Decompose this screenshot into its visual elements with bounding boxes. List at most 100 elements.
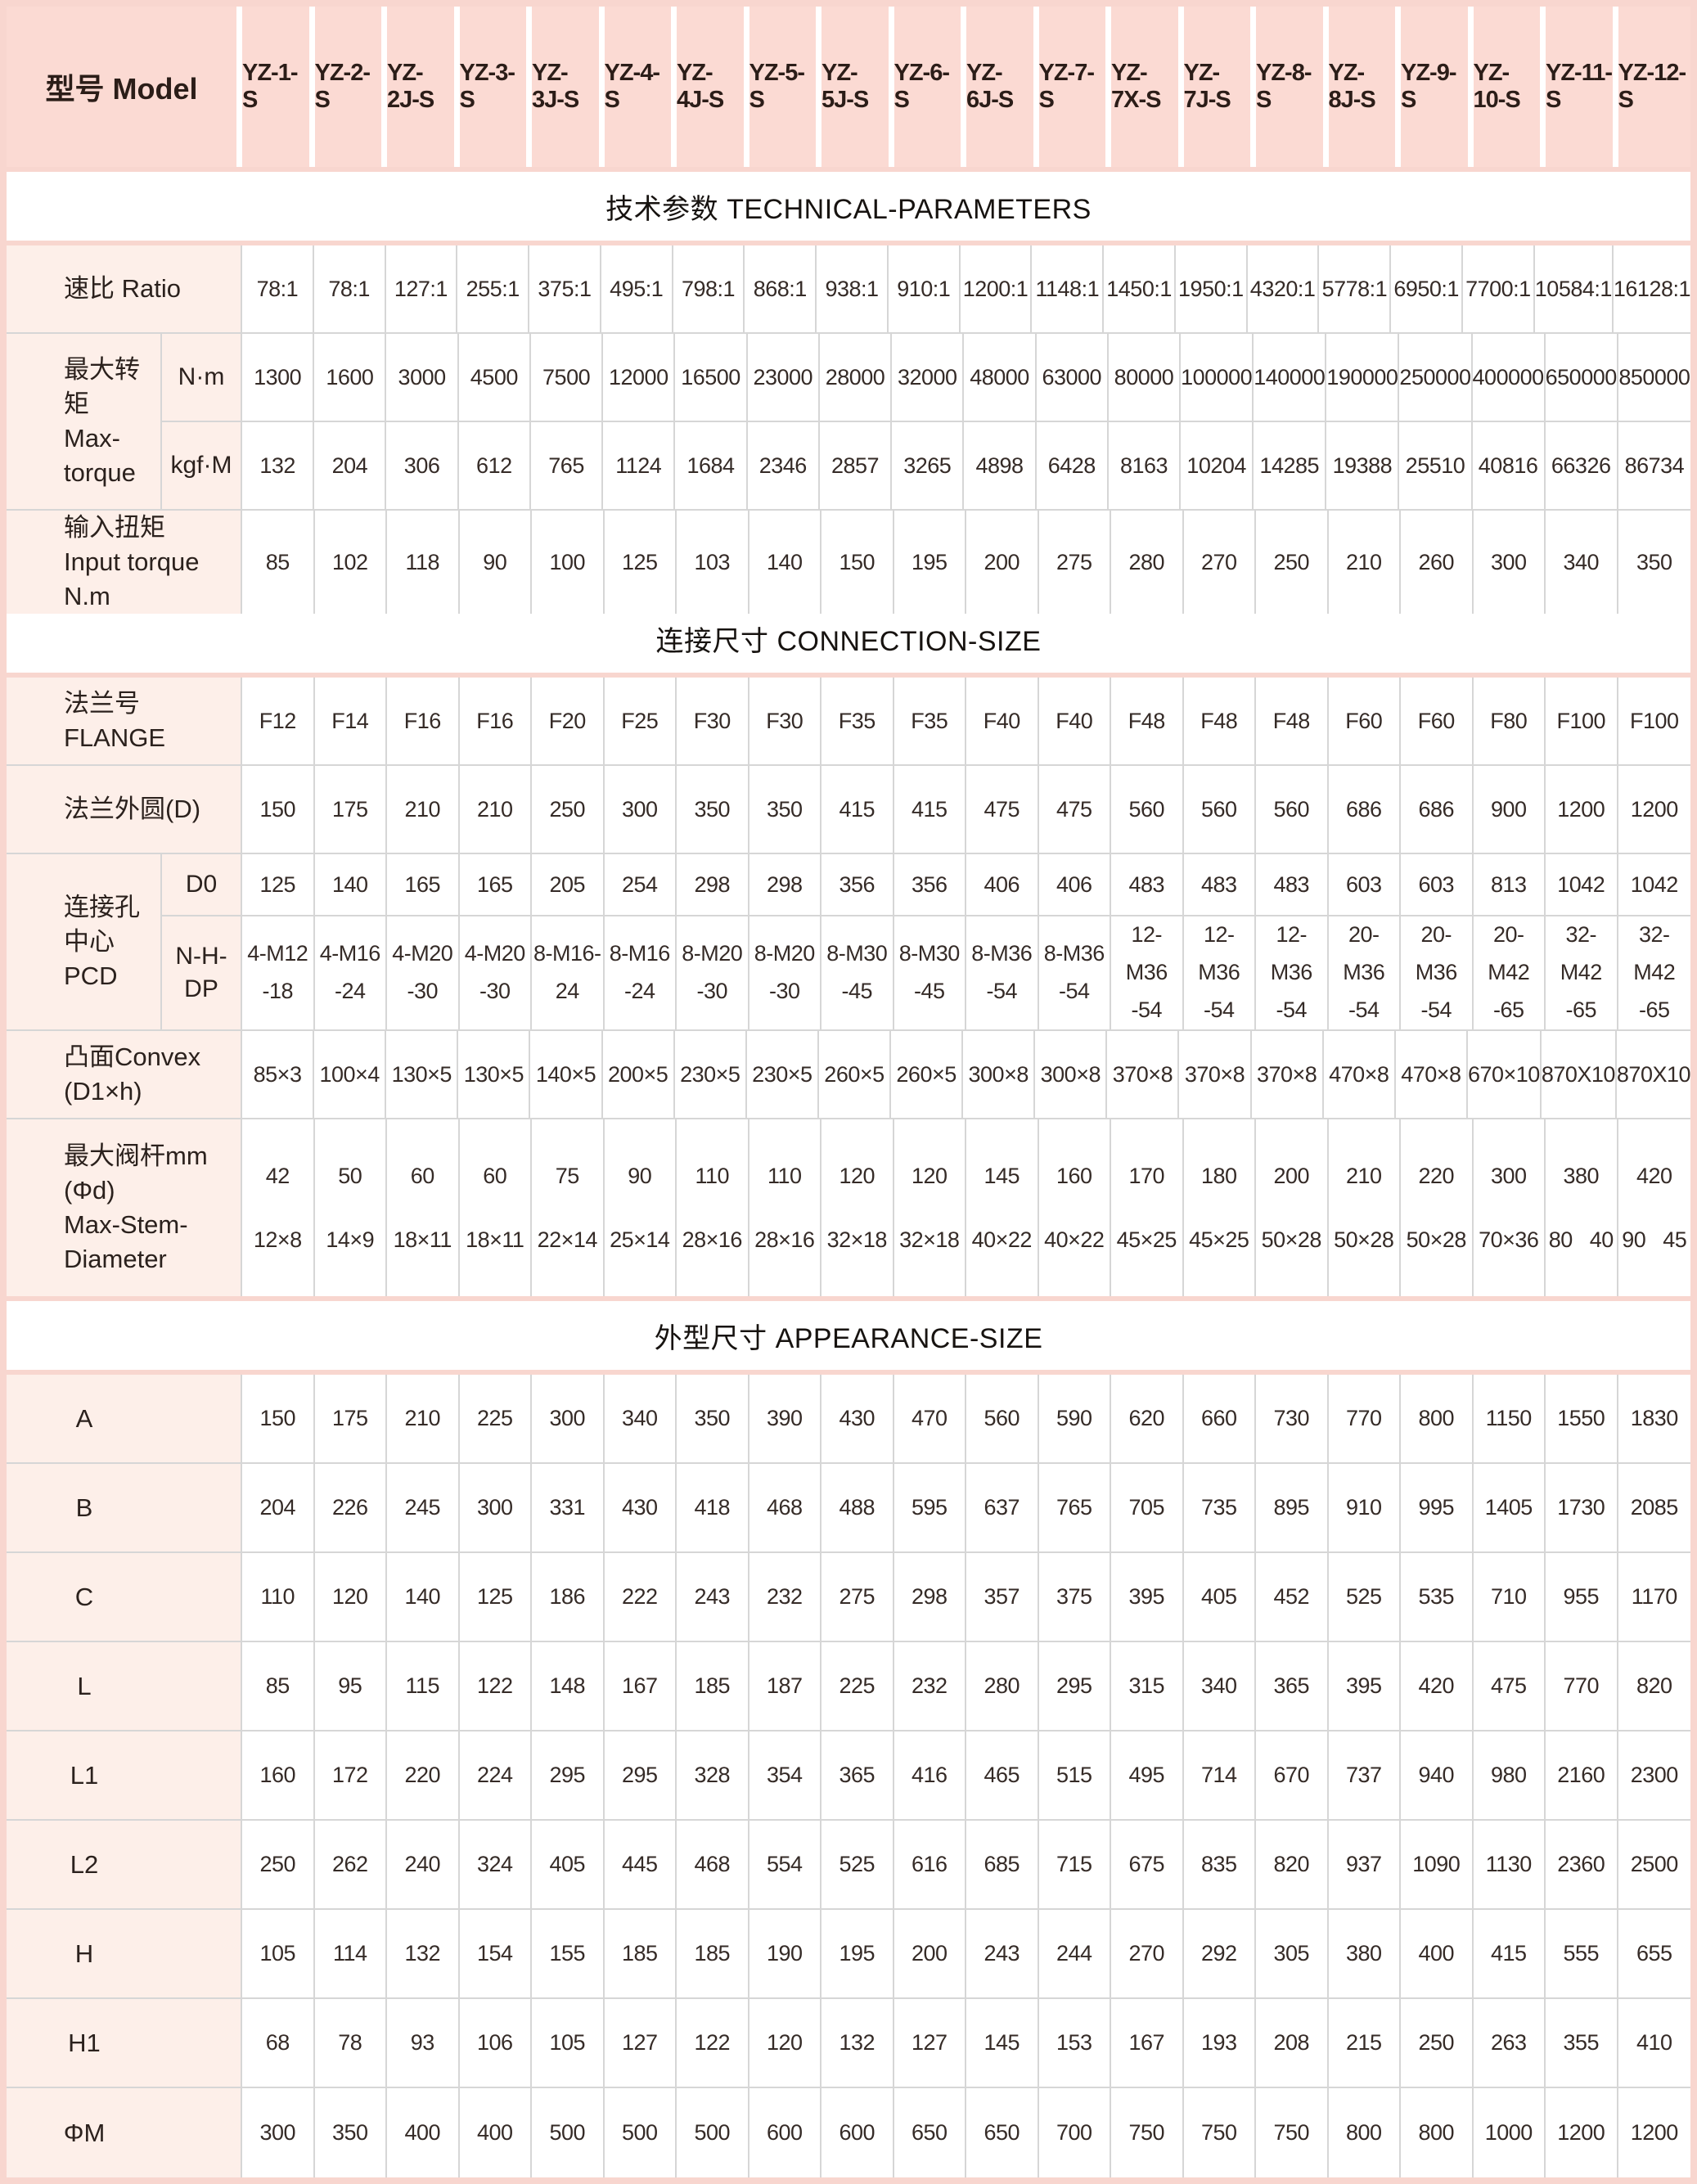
label-spacer (162, 1464, 242, 1553)
value-cell: 250 (1401, 1999, 1474, 2088)
group-row: 最大转矩 Max-torque N·m 1300 1600 3000 4500 7500 12… (7, 334, 1690, 511)
value-cell: 940 (1401, 1731, 1474, 1821)
value-cell: 270 (1111, 1910, 1184, 1999)
value-cell: 232 (749, 1553, 821, 1642)
value-cell: 525 (821, 1821, 894, 1910)
value-cell: 670 (1256, 1731, 1329, 1821)
value-cell: 262 (314, 1821, 387, 1910)
value-cell: 20-M42 -65 (1473, 916, 1546, 1031)
value-cell: 295 (1038, 1642, 1111, 1731)
value-cell: 28000 (819, 334, 893, 422)
sub-row-label: N·m (162, 334, 242, 422)
value-cell: 7700:1 (1463, 245, 1535, 334)
value-cell: 3265 (892, 422, 965, 511)
value-cell: 185 (604, 1910, 677, 1999)
data-row: L1 160 172 220 224 295 295 328 354 365 416 465 515 49… (7, 1731, 1690, 1821)
row-label: L1 (7, 1731, 162, 1821)
value-cell: 470 (894, 1375, 966, 1464)
value-cell: 820 (1618, 1642, 1690, 1731)
label-spacer (162, 2088, 242, 2177)
value-cell: 2346 (747, 422, 820, 511)
value-cell: 400000 (1472, 334, 1546, 422)
value-cell: 370×8 (1251, 1031, 1324, 1119)
value-cell: 78:1 (313, 245, 386, 334)
value-cell: 595 (894, 1464, 966, 1553)
value-cell: 148 (532, 1642, 605, 1731)
value-cell: 4-M16 -24 (314, 916, 387, 1031)
value-cell: 370×8 (1107, 1031, 1180, 1119)
value-cell: 420 (1401, 1642, 1474, 1731)
value-cell: 200 (894, 1910, 966, 1999)
value-cell: 475 (966, 766, 1039, 854)
sub-row-label: N-H-DP (162, 916, 242, 1031)
value-cell: 820 (1256, 1821, 1329, 1910)
value-cell: 140000 (1254, 334, 1327, 422)
label-spacer (162, 1821, 242, 1910)
value-cell: 8-M20 -30 (677, 916, 749, 1031)
value-cell: 140 (314, 854, 387, 917)
table-block: A 150 175 210 225 300 340 350 390 430 470 560 590 620… (7, 1375, 1690, 2177)
value-cell: 483 (1183, 854, 1256, 917)
value-cell: 185 (677, 1642, 749, 1731)
value-cell: 870X10 (1541, 1031, 1617, 1119)
value-cell: 225 (459, 1375, 532, 1464)
value-cell: 132 (242, 422, 315, 511)
value-cell: 700 (1038, 2088, 1111, 2177)
value-cell: 405 (532, 1821, 605, 1910)
value-cell: 300×8 (963, 1031, 1036, 1119)
value-cell: 122 (677, 1999, 749, 2088)
model-header-label: 型号 Model (7, 7, 236, 167)
value-cell: 488 (821, 1464, 894, 1553)
value-cell: F12 (242, 678, 315, 766)
value-cell: F16 (459, 678, 532, 766)
value-cell: 1550 (1546, 1375, 1618, 1464)
value-cell: 750 (1183, 2088, 1256, 2177)
value-cell: 7500 (530, 334, 604, 422)
value-cell: 1200:1 (960, 245, 1033, 334)
value-cell: 8-M30 -45 (894, 916, 966, 1031)
value-cell: 350 (677, 1375, 749, 1464)
value-cell: 370×8 (1179, 1031, 1252, 1119)
value-cell: 208 (1256, 1999, 1329, 2088)
data-row: 法兰外圆(D) 150 175 210 210 250 300 350 350 415 415 475… (7, 766, 1690, 854)
value-cell: 2160 (1546, 1731, 1618, 1821)
value-cell: 86734 (1618, 422, 1690, 511)
value-cell: 172 (314, 1731, 387, 1821)
value-cell: 122 (459, 1642, 532, 1731)
value-cell: 560 (1183, 766, 1256, 854)
value-cell: 495 (1111, 1731, 1184, 1821)
value-cell: 1450:1 (1104, 245, 1176, 334)
value-cell: 735 (1183, 1464, 1256, 1553)
value-cell: 243 (677, 1553, 749, 1642)
value-cell: 798:1 (673, 245, 745, 334)
value-cell: 2085 (1618, 1464, 1690, 1553)
value-cell: 406 (966, 854, 1039, 917)
value-cell: 468 (749, 1464, 821, 1553)
row-label: H (7, 1910, 162, 1999)
value-cell: 175 (314, 1375, 387, 1464)
value-cell: 298 (894, 1553, 966, 1642)
value-cell: 430 (604, 1464, 677, 1553)
value-cell: 298 (749, 854, 821, 917)
section-title: 连接尺寸 CONNECTION-SIZE (7, 604, 1690, 673)
value-cell: 90 (459, 511, 532, 614)
value-cell: 100×4 (314, 1031, 387, 1119)
value-cell: 1000 (1473, 2088, 1546, 2177)
value-cell: 415 (894, 766, 966, 854)
value-cell: 356 (821, 854, 894, 917)
value-cell: 525 (1328, 1553, 1401, 1642)
value-cell: 910 (1328, 1464, 1401, 1553)
value-cell: 232 (894, 1642, 966, 1731)
value-cell: 400 (387, 2088, 460, 2177)
value-cell: F40 (1038, 678, 1111, 766)
value-cell: 400 (459, 2088, 532, 2177)
value-cell: 195 (821, 1910, 894, 1999)
value-cell: 220 (387, 1731, 460, 1821)
sub-row-label: kgf·M (162, 422, 242, 511)
value-cell: 603 (1401, 854, 1474, 917)
value-cell: 245 (387, 1464, 460, 1553)
value-cell: 365 (1256, 1642, 1329, 1731)
data-row: 输入扭矩 Input torque N.m 85 102 118 90 100 125 103… (7, 511, 1690, 614)
value-cell: 375:1 (529, 245, 601, 334)
model-header-cell: YZ-7X-S (1111, 7, 1178, 167)
